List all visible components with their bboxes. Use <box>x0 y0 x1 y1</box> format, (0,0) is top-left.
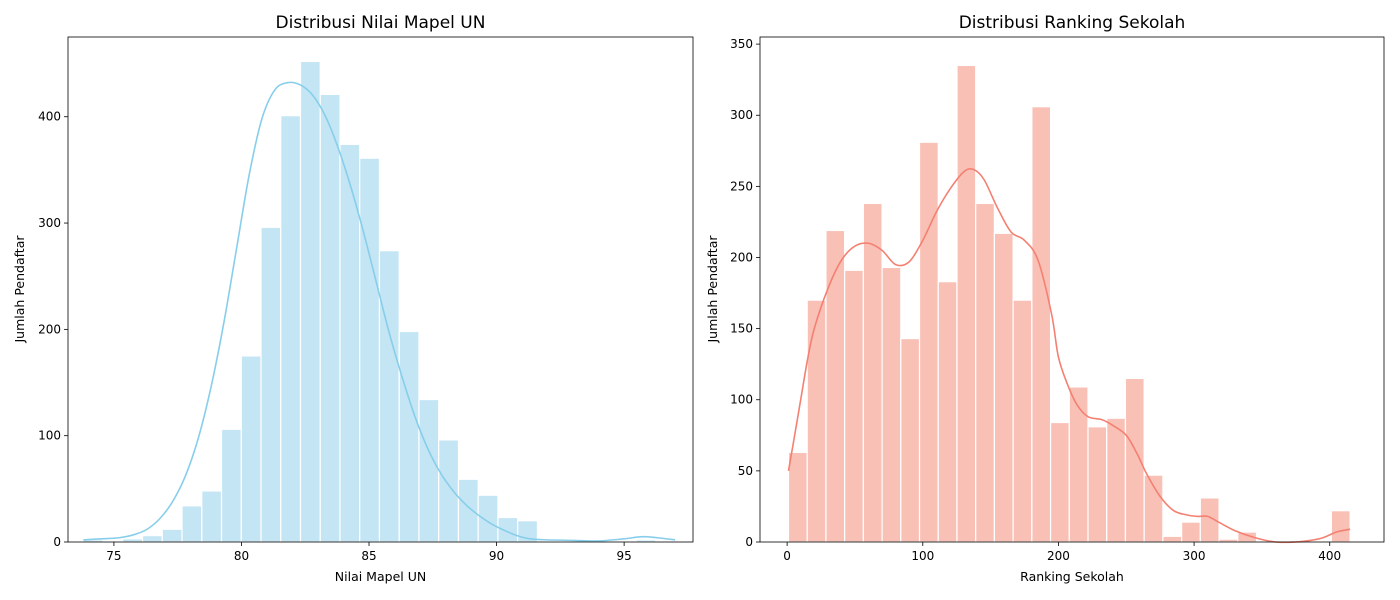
histogram-bar <box>161 528 183 543</box>
histogram-bar <box>359 157 381 543</box>
plot-frame <box>67 36 694 543</box>
y-tick-label: 150 <box>730 322 753 336</box>
histogram-bar <box>1087 426 1108 543</box>
y-tick-label: 200 <box>730 250 753 264</box>
histogram-bar <box>1068 386 1089 543</box>
histogram-bar <box>918 141 939 543</box>
histogram-bar <box>398 330 420 543</box>
histogram-bar <box>438 439 460 543</box>
x-tick-label: 0 <box>783 549 791 563</box>
histogram-bar <box>1031 106 1052 543</box>
kde-curve <box>787 167 1351 544</box>
chart-title: Distribusi Ranking Sekolah <box>959 13 1186 33</box>
histogram-bar <box>1124 377 1145 543</box>
histogram-bar <box>956 64 977 543</box>
y-tick-label: 100 <box>730 393 753 407</box>
histogram-bar <box>122 538 144 543</box>
histogram-bar <box>1012 299 1033 543</box>
x-tick-label: 200 <box>1047 549 1070 563</box>
histogram-bar <box>339 143 361 543</box>
histogram-bar <box>825 229 846 543</box>
histogram-bar <box>1162 535 1183 543</box>
histogram-bar <box>881 266 902 543</box>
plot-frame <box>759 36 1385 543</box>
y-axis-label: Jumlah Pendaftar <box>705 235 720 344</box>
kde-curve <box>83 81 676 542</box>
histogram-bar <box>477 494 499 543</box>
x-tick-label: 400 <box>1318 549 1341 563</box>
y-axis-ticks: 0 100 200 300 400 <box>38 110 68 549</box>
histogram-bar <box>319 93 341 543</box>
histogram-bar <box>1049 421 1070 543</box>
chart-panel-ranking-sekolah: Distribusi Ranking Sekolah Ranking Sekol… <box>705 13 1385 584</box>
y-tick-label: 350 <box>730 37 753 51</box>
histogram-bar <box>240 355 262 543</box>
x-tick-label: 95 <box>616 549 631 563</box>
histogram-bar <box>806 299 827 543</box>
y-tick-label: 300 <box>730 108 753 122</box>
x-tick-label: 90 <box>489 549 504 563</box>
y-axis-ticks: 0 50 100 150 200 250 300 350 <box>730 37 760 549</box>
chart-panel-nilai-mapel: Distribusi Nilai Mapel UN Nilai Mapel UN… <box>12 13 694 584</box>
y-tick-label: 50 <box>738 464 753 478</box>
histogram-bar <box>900 337 921 543</box>
y-tick-label: 200 <box>38 322 61 336</box>
kde-curve-group <box>787 167 1351 544</box>
y-tick-label: 0 <box>745 535 753 549</box>
histogram-bar <box>378 250 400 543</box>
histogram-bars <box>82 60 677 543</box>
histogram-bar <box>418 398 440 543</box>
chart-title: Distribusi Nilai Mapel UN <box>276 13 486 33</box>
histogram-bar <box>1330 510 1351 543</box>
x-axis-label: Ranking Sekolah <box>1020 569 1124 584</box>
histogram-bar <box>260 226 282 543</box>
histogram-bar <box>1106 417 1127 543</box>
x-axis-ticks: 75 80 85 90 95 <box>106 542 632 563</box>
x-tick-label: 80 <box>234 549 249 563</box>
histogram-bar <box>1218 538 1239 543</box>
histogram-bar <box>220 428 242 543</box>
histogram-bar <box>280 115 302 543</box>
histogram-bars <box>787 64 1351 543</box>
histogram-bar <box>299 60 321 543</box>
y-tick-label: 100 <box>38 429 61 443</box>
histogram-bar <box>497 516 519 543</box>
x-tick-label: 75 <box>106 549 121 563</box>
x-tick-label: 85 <box>361 549 376 563</box>
histogram-bar <box>201 490 223 543</box>
y-tick-label: 250 <box>730 179 753 193</box>
histogram-bar <box>1181 521 1201 543</box>
histogram-bar <box>181 505 203 543</box>
histogram-bar <box>993 232 1014 543</box>
histogram-bar <box>141 535 163 543</box>
x-tick-label: 300 <box>1183 549 1206 563</box>
histogram-bar <box>975 202 996 543</box>
y-tick-label: 400 <box>38 110 61 124</box>
histogram-bar <box>457 478 479 543</box>
histogram-bar <box>787 451 808 543</box>
histogram-bar <box>937 281 958 543</box>
kde-curve-group <box>83 81 676 542</box>
x-axis-ticks: 0 100 200 300 400 <box>783 542 1341 563</box>
histogram-bar <box>844 269 864 543</box>
x-axis-label: Nilai Mapel UN <box>335 569 426 584</box>
x-tick-label: 100 <box>911 549 934 563</box>
y-axis-label: Jumlah Pendaftar <box>12 235 27 344</box>
y-tick-label: 0 <box>53 535 61 549</box>
histogram-bar <box>862 202 883 543</box>
y-tick-label: 300 <box>38 216 61 230</box>
